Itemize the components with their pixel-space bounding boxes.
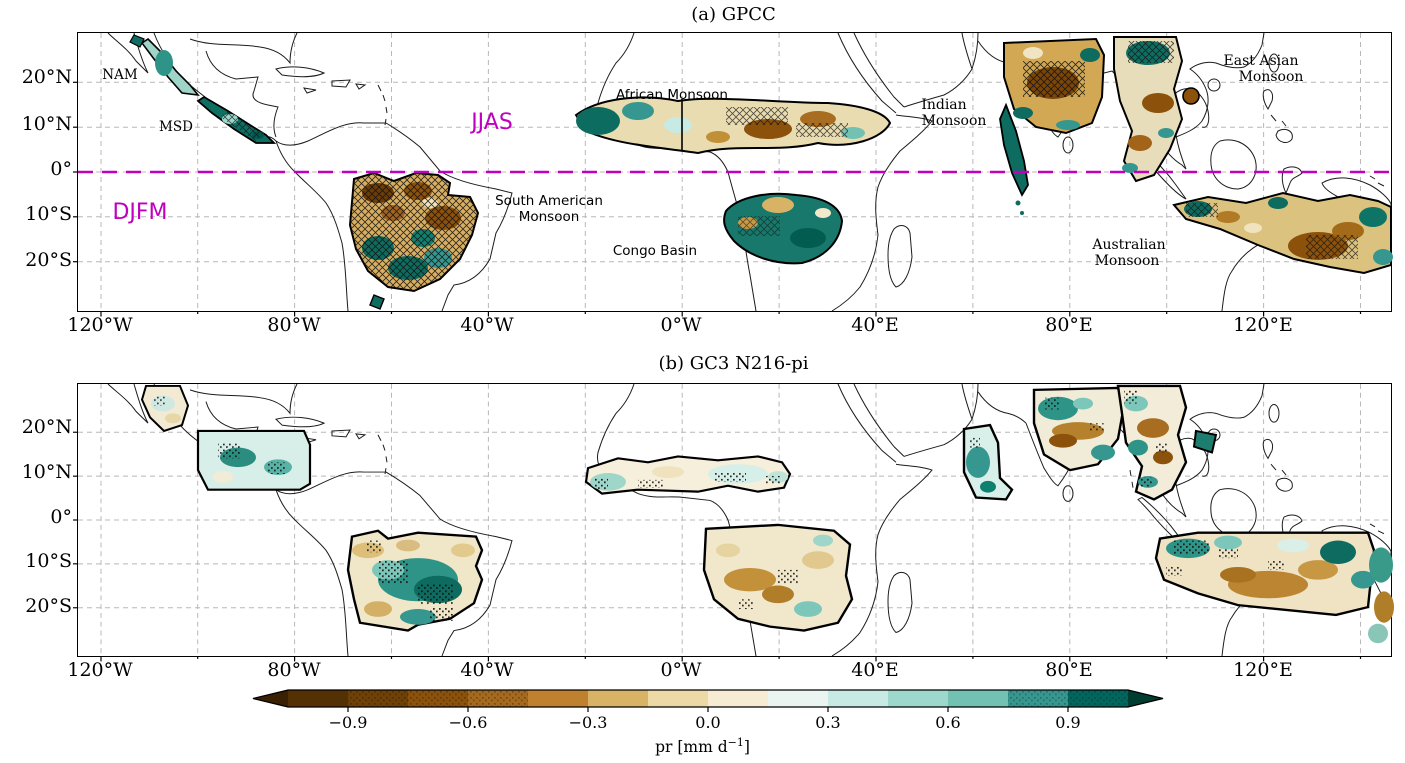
- panel-b-xtick-120w: 120°W: [67, 659, 133, 681]
- label-east-asian-monsoon-2: Monsoon: [1239, 69, 1304, 85]
- panel-b-xtick-40e: 40°E: [851, 659, 899, 681]
- cbtick-03: 0.3: [815, 713, 841, 732]
- panel-b-title: (b) GC3 N216-pi: [658, 353, 809, 374]
- label-nam: NAM: [102, 67, 138, 83]
- region-b-south-america: [346, 529, 484, 632]
- label-congo-basin: Congo Basin: [613, 243, 697, 259]
- colorbar-texture-left: [348, 690, 528, 707]
- panel-a-xtick-40e: 40°E: [851, 314, 899, 336]
- cbtick-n09: −0.9: [328, 713, 368, 732]
- panel-b-xtick-80e: 80°E: [1045, 659, 1093, 681]
- panel-a-svg: NAM MSD JJAS DJFM African Monsoon South …: [72, 32, 1393, 318]
- panel-b-map: [72, 383, 1394, 662]
- colorbar-outline: [252, 689, 1164, 708]
- region-a-east-asian-monsoon: [1113, 36, 1200, 183]
- panel-a-ytick-10n: 10°N: [21, 113, 72, 136]
- cbtick-00: 0.0: [695, 713, 721, 732]
- panel-a-title: (a) GPCC: [691, 4, 776, 25]
- panel-a-ytick-10s: 10°S: [25, 203, 72, 226]
- region-b-southern-africa: [702, 523, 854, 632]
- cbtick-n03: −0.3: [568, 713, 608, 732]
- label-african-monsoon: African Monsoon: [616, 87, 728, 103]
- region-b-australia: [1154, 531, 1394, 644]
- label-south-american-monsoon-1: South American: [495, 193, 603, 209]
- panel-a-xtick-120w: 120°W: [67, 314, 133, 336]
- panel-a-ytick-20n: 20°N: [21, 66, 72, 89]
- cbtick-09: 0.9: [1055, 713, 1081, 732]
- label-australian-monsoon-2: Monsoon: [1095, 253, 1160, 269]
- panel-a-xtick-80e: 80°E: [1045, 314, 1093, 336]
- label-jjas: JJAS: [469, 110, 513, 135]
- region-b-central-america: [196, 429, 312, 491]
- colorbar-extend-right: [1128, 690, 1163, 707]
- region-a-south-american-monsoon: [348, 171, 480, 310]
- panel-b-ytick-20s: 20°S: [25, 595, 72, 618]
- region-a-australian-monsoon: [1172, 191, 1393, 275]
- region-b-east-asia: [1116, 384, 1218, 501]
- panel-b-ytick-10n: 10°N: [21, 461, 72, 484]
- panel-b-xtick-120e: 120°E: [1233, 659, 1293, 681]
- panel-a-ytick-0: 0°: [50, 158, 72, 181]
- region-a-african-monsoon: [574, 96, 892, 155]
- unit-pre: pr [mm d: [655, 738, 728, 757]
- cbtick-06: 0.6: [935, 713, 961, 732]
- region-a-msd: [196, 95, 277, 144]
- panel-b-xtick-80w: 80°W: [267, 659, 321, 681]
- label-east-asian-monsoon-1: East Asian: [1224, 53, 1299, 69]
- region-b-india-strip: [962, 423, 1014, 501]
- colorbar: [252, 689, 1164, 712]
- panel-b-ytick-10s: 10°S: [25, 550, 72, 573]
- panel-a-map: NAM MSD JJAS DJFM African Monsoon South …: [72, 32, 1393, 318]
- region-b-north-india: [1032, 386, 1126, 472]
- label-indian-monsoon-2: Monsoon: [922, 113, 987, 129]
- panel-a-xtick-0w: 0°W: [660, 314, 702, 336]
- label-djfm: DJFM: [112, 200, 167, 225]
- cbtick-n06: −0.6: [448, 713, 488, 732]
- label-australian-monsoon-1: Australian: [1091, 237, 1165, 253]
- panel-b-xtick-40w: 40°W: [460, 659, 514, 681]
- panel-a-xtick-40w: 40°W: [460, 314, 514, 336]
- region-b-nw-mexico: [140, 384, 190, 433]
- colorbar-texture-right: [1008, 690, 1128, 707]
- panel-b-ytick-0: 0°: [50, 506, 72, 529]
- panel-a-xtick-120e: 120°E: [1233, 314, 1293, 336]
- colorbar-ticks: [347, 707, 1069, 712]
- label-south-american-monsoon-2: Monsoon: [519, 209, 580, 225]
- panel-a-ytick-20s: 20°S: [25, 249, 72, 272]
- panel-b-svg: [72, 383, 1394, 662]
- colorbar-unit-label: pr [mm d−1]: [0, 736, 1405, 756]
- panel-a-xtick-80w: 80°W: [267, 314, 321, 336]
- label-msd: MSD: [159, 119, 193, 135]
- unit-post: ]: [743, 738, 750, 757]
- region-a-indian-monsoon: [999, 37, 1106, 215]
- label-indian-monsoon-1: Indian: [921, 97, 966, 113]
- region-a-congo-basin: [723, 192, 844, 265]
- unit-sup: −1: [727, 736, 744, 749]
- panel-b-xtick-0w: 0°W: [660, 659, 702, 681]
- colorbar-extend-left: [253, 690, 288, 707]
- panel-b-ytick-20n: 20°N: [21, 416, 72, 439]
- region-a-nam: [129, 34, 200, 97]
- region-b-african-strip: [584, 455, 792, 495]
